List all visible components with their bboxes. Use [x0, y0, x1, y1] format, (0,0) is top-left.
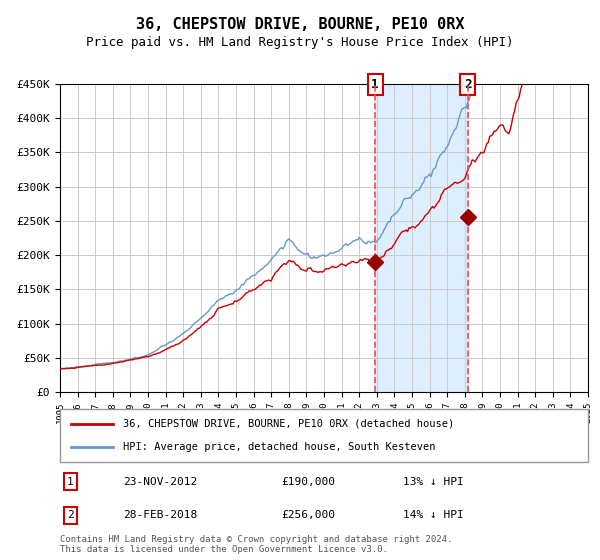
Text: £190,000: £190,000: [282, 477, 336, 487]
Text: 36, CHEPSTOW DRIVE, BOURNE, PE10 0RX (detached house): 36, CHEPSTOW DRIVE, BOURNE, PE10 0RX (de…: [124, 419, 455, 429]
Text: 2: 2: [67, 510, 74, 520]
Text: 2: 2: [464, 78, 472, 91]
Text: £256,000: £256,000: [282, 510, 336, 520]
Text: 13% ↓ HPI: 13% ↓ HPI: [403, 477, 464, 487]
Text: 36, CHEPSTOW DRIVE, BOURNE, PE10 0RX: 36, CHEPSTOW DRIVE, BOURNE, PE10 0RX: [136, 17, 464, 32]
Text: HPI: Average price, detached house, South Kesteven: HPI: Average price, detached house, Sout…: [124, 442, 436, 452]
Text: 14% ↓ HPI: 14% ↓ HPI: [403, 510, 464, 520]
Text: 1: 1: [67, 477, 74, 487]
Bar: [375, 84, 468, 392]
FancyBboxPatch shape: [60, 409, 588, 462]
Text: 1: 1: [371, 78, 379, 91]
Text: 23-NOV-2012: 23-NOV-2012: [124, 477, 197, 487]
Text: Price paid vs. HM Land Registry's House Price Index (HPI): Price paid vs. HM Land Registry's House …: [86, 36, 514, 49]
Text: Contains HM Land Registry data © Crown copyright and database right 2024.
This d: Contains HM Land Registry data © Crown c…: [60, 535, 452, 554]
Text: 28-FEB-2018: 28-FEB-2018: [124, 510, 197, 520]
